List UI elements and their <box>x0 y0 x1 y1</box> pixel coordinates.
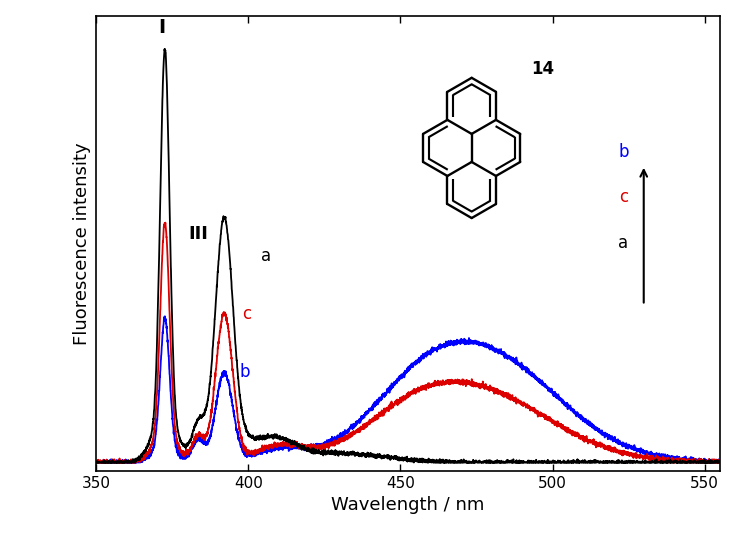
Text: I: I <box>158 18 165 37</box>
Text: b: b <box>240 363 250 380</box>
Text: c: c <box>243 305 252 323</box>
Y-axis label: Fluorescence intensity: Fluorescence intensity <box>73 142 91 345</box>
Text: c: c <box>620 188 628 206</box>
Text: a: a <box>260 247 271 265</box>
Text: a: a <box>618 234 628 251</box>
X-axis label: Wavelength / nm: Wavelength / nm <box>332 496 485 514</box>
Text: III: III <box>188 225 209 243</box>
Text: b: b <box>618 143 628 160</box>
